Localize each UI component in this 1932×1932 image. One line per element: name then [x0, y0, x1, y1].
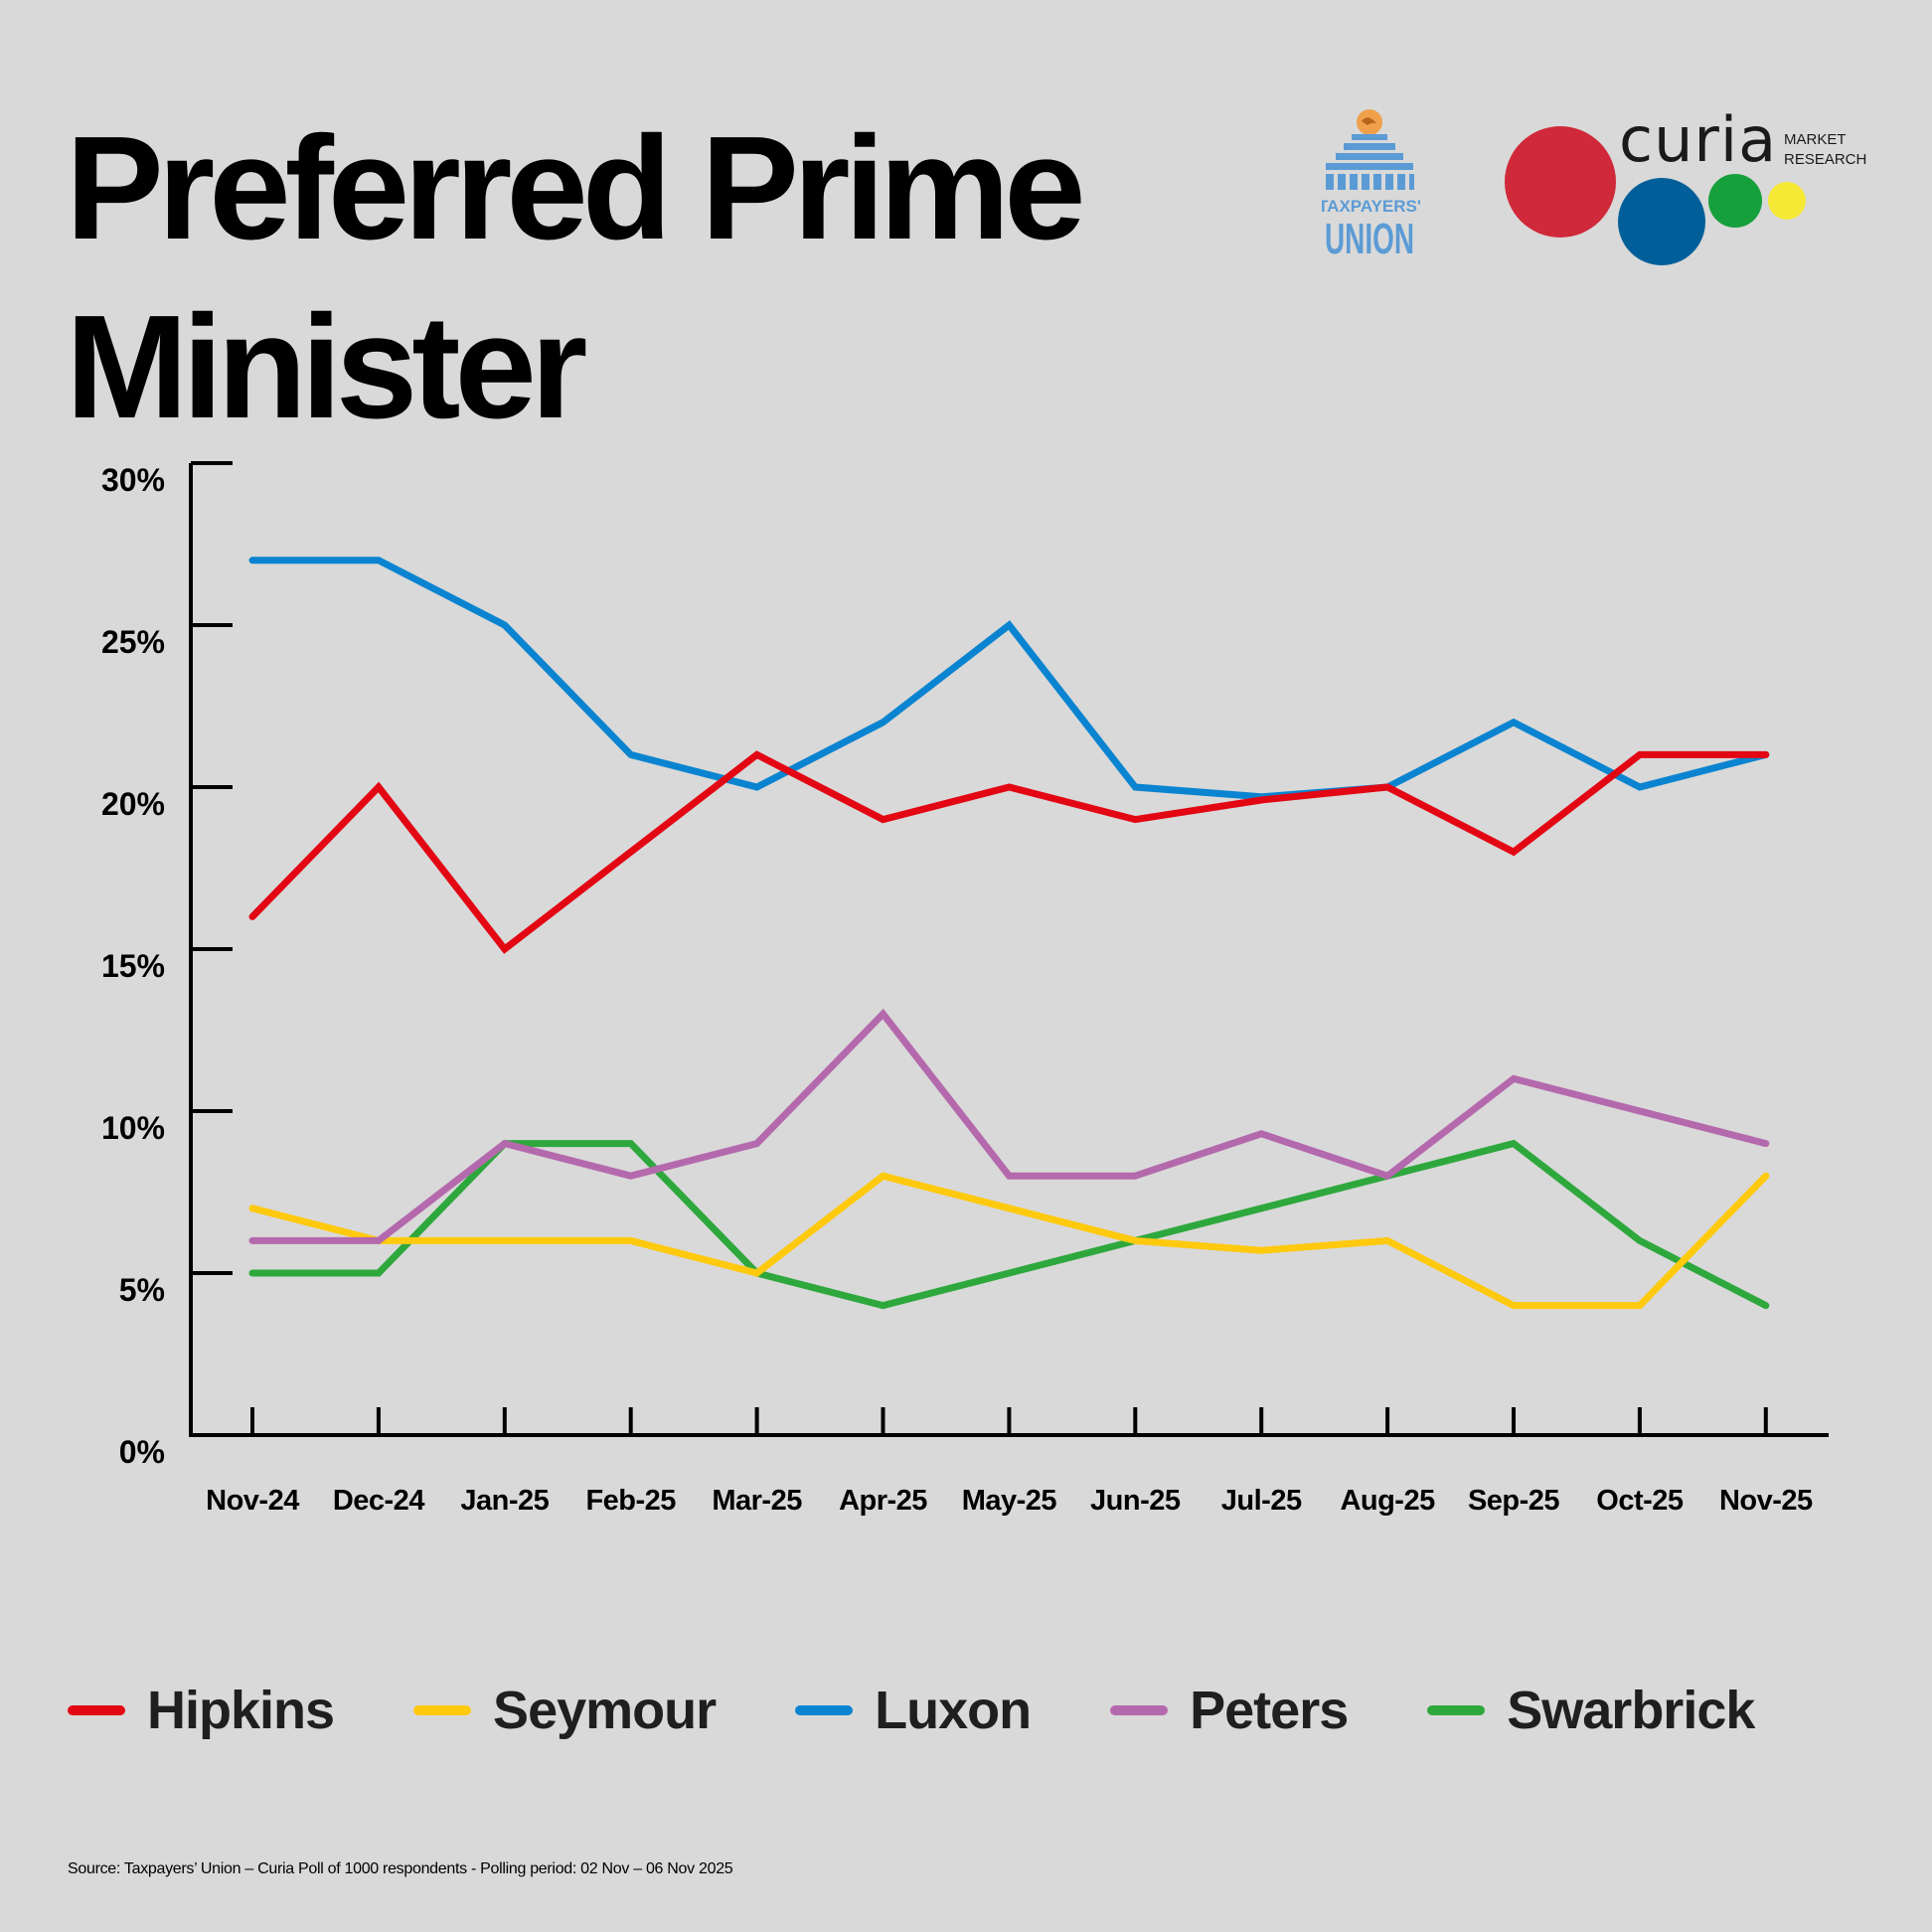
x-tick-label: May-25: [962, 1485, 1057, 1517]
chart-title-line-1: Preferred Prime: [66, 106, 1086, 270]
logo-curia-sub-2: RESEARCH: [1784, 151, 1866, 168]
chart-axes: [189, 461, 1829, 1437]
curia-logo: curia MARKET RESEARCH: [1505, 109, 1866, 265]
y-tick-labels: 0% 5% 10% 15% 20% 25% 30%: [101, 462, 165, 1470]
legend-item-swarbrick: Swarbrick: [1427, 1680, 1755, 1741]
legend-item-hipkins: Hipkins: [68, 1680, 335, 1741]
legend-item-luxon: Luxon: [795, 1680, 1032, 1741]
x-tick-label: Oct-25: [1596, 1485, 1684, 1517]
series-line-hipkins: [248, 750, 1770, 954]
logo-blue-circle: [1618, 178, 1705, 265]
y-tick-label: 30%: [101, 462, 165, 498]
legend-swatch: [68, 1705, 125, 1715]
chart-title: Preferred Prime Minister: [66, 99, 1086, 457]
x-tick-label: Jul-25: [1221, 1485, 1302, 1517]
chart-title-line-2: Minister: [66, 285, 587, 449]
legend-label: Luxon: [875, 1681, 1032, 1740]
logo-curia-name: curia: [1619, 109, 1777, 176]
y-tick-label: 20%: [101, 786, 165, 822]
taxpayers-union-logo: TAXPAYERS' UNION: [1322, 109, 1421, 263]
x-tick-label: Dec-24: [333, 1485, 424, 1517]
legend-label: Seymour: [493, 1681, 717, 1740]
y-tick-label: 25%: [101, 624, 165, 660]
x-tick-label: Aug-25: [1340, 1485, 1435, 1517]
series-line-seymour: [248, 1172, 1770, 1310]
y-tick-label: 10%: [101, 1110, 165, 1146]
logo-yellow-circle: [1768, 182, 1806, 220]
source-note: Source: Taxpayers’ Union – Curia Poll of…: [68, 1860, 733, 1877]
logo-text-line-1: TAXPAYERS': [1322, 197, 1421, 216]
y-tick-label: 0%: [119, 1434, 165, 1470]
x-tick-label: Nov-24: [206, 1485, 299, 1517]
x-tick-label: Jan-25: [460, 1485, 549, 1517]
legend-swatch: [1427, 1705, 1486, 1715]
legend-label: Hipkins: [147, 1681, 335, 1740]
legend-swatch: [795, 1705, 854, 1715]
x-tick-label: Jun-25: [1090, 1485, 1181, 1517]
legend-item-seymour: Seymour: [413, 1680, 717, 1741]
logo-red-circle: [1505, 126, 1616, 238]
legend-label: Swarbrick: [1507, 1681, 1755, 1740]
y-tick-label: 15%: [101, 948, 165, 984]
logo-green-circle: [1708, 174, 1762, 228]
legend-swatch: [1110, 1705, 1169, 1715]
x-tick-labels: Nov-24 Dec-24 Jan-25 Feb-25 Mar-25 Apr-25 May-…: [206, 1485, 1813, 1517]
x-tick-label: Apr-25: [839, 1485, 927, 1517]
x-tick-label: Sep-25: [1468, 1485, 1559, 1517]
y-tick-label: 5%: [119, 1272, 165, 1308]
logo-text-line-2: UNION: [1325, 215, 1414, 263]
legend-label: Peters: [1190, 1681, 1349, 1740]
x-tick-label: Nov-25: [1719, 1485, 1813, 1517]
series-line-swarbrick: [248, 1139, 1770, 1310]
series-line-luxon: [248, 557, 1770, 801]
series-lines: [248, 557, 1770, 1310]
legend-item-peters: Peters: [1110, 1680, 1349, 1741]
series-line-peters: [248, 1008, 1770, 1244]
chart-legend: Hipkins Seymour Luxon Peters Swarbrick: [68, 1680, 1834, 1741]
x-tick-label: Mar-25: [712, 1485, 802, 1517]
logo-curia-sub-1: MARKET: [1784, 131, 1847, 148]
x-tick-label: Feb-25: [585, 1485, 676, 1517]
legend-swatch: [413, 1705, 472, 1715]
